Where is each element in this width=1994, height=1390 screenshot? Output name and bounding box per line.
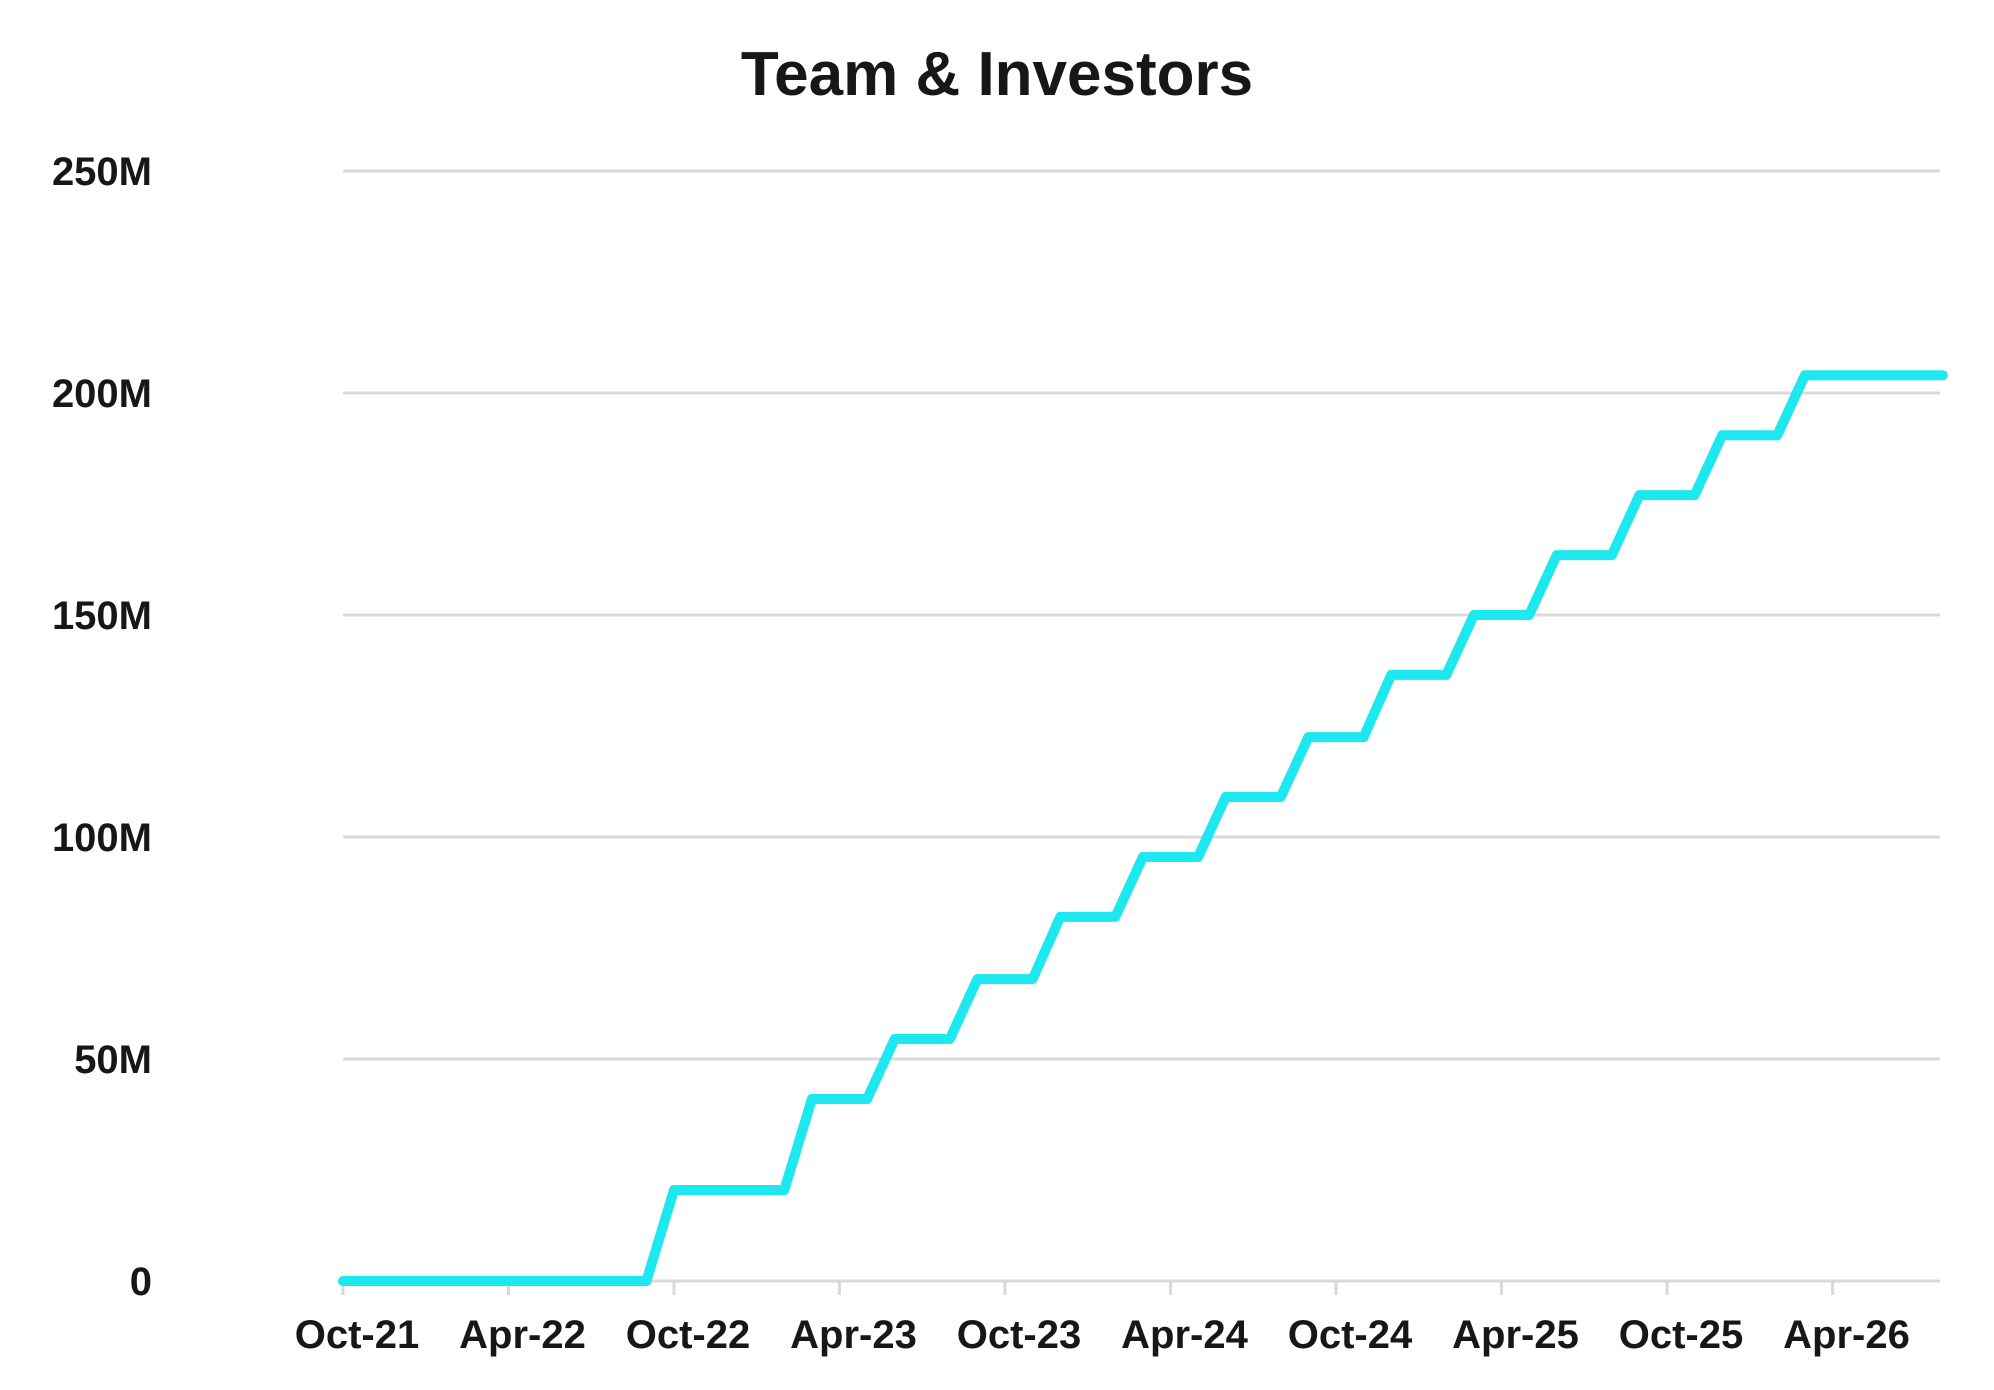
y-tick-label: 0: [130, 1260, 152, 1304]
x-tick-label: Apr-23: [790, 1313, 917, 1357]
x-tick-label: Apr-26: [1783, 1313, 1910, 1357]
x-tick-label: Oct-24: [1288, 1313, 1413, 1357]
x-tick-label: Apr-25: [1452, 1313, 1579, 1357]
x-tick-label: Apr-22: [459, 1313, 586, 1357]
y-tick-label: 200M: [52, 372, 152, 416]
y-tick-label: 50M: [74, 1038, 152, 1082]
x-tick-label: Oct-21: [295, 1313, 420, 1357]
series-line: [338, 370, 1948, 1286]
y-tick-label: 100M: [52, 816, 152, 860]
y-tick-label: 250M: [52, 150, 152, 194]
x-tick-label: Oct-22: [626, 1313, 751, 1357]
x-axis-tick-labels: Oct-21 Apr-22 Oct-22 Apr-23 Oct-23 Apr-24 Oct-…: [295, 1313, 1910, 1357]
x-tick-label: Apr-24: [1121, 1313, 1248, 1357]
y-tick-label: 150M: [52, 594, 152, 638]
grid: [343, 169, 1940, 1061]
chart-title: Team & Investors: [741, 40, 1253, 109]
x-tick-label: Oct-25: [1619, 1313, 1744, 1357]
series-group: [338, 370, 1948, 1286]
y-axis-tick-labels: 0 50M 100M 150M 200M 250M: [52, 150, 152, 1304]
x-tick-label: Oct-23: [957, 1313, 1082, 1357]
